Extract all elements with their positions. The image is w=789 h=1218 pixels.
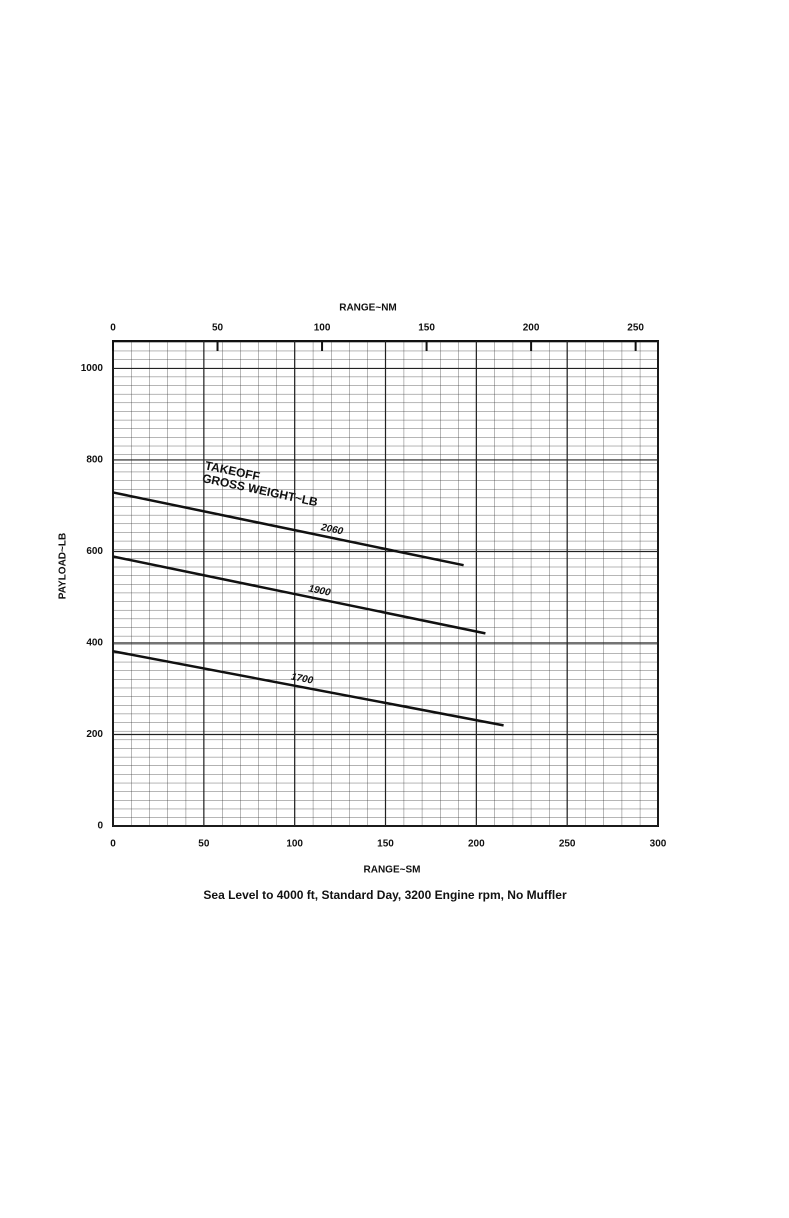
x-tick-label: 300	[650, 839, 667, 850]
x-tick-label: 50	[198, 839, 210, 850]
y-tick-label: 0	[97, 821, 103, 832]
line	[112, 555, 486, 635]
y-tick-label: 200	[86, 729, 103, 740]
y-tick-label: 800	[86, 455, 103, 466]
line	[112, 649, 504, 727]
x-tick-label: 0	[110, 839, 116, 850]
x2-tick-label: 200	[523, 323, 540, 334]
caption: Sea Level to 4000 ft, Standard Day, 3200…	[203, 888, 567, 902]
line-label: 2060	[319, 522, 344, 538]
y-tick-label: 400	[86, 638, 103, 649]
x2-tick-label: 150	[418, 323, 435, 334]
x-tick-label: 100	[286, 839, 303, 850]
x2-tick-label: 0	[110, 323, 116, 334]
x2-tick-label: 100	[314, 323, 331, 334]
x2-axis-label: RANGE~NM	[339, 303, 397, 314]
line-label: 1900	[307, 583, 331, 598]
x-tick-label: 200	[468, 839, 485, 850]
x2-tick-label: 50	[212, 323, 224, 334]
y-axis-label: PAYLOAD~LB	[58, 533, 69, 599]
x-tick-label: 250	[559, 839, 576, 850]
x-tick-label: 150	[377, 839, 394, 850]
x2-tick-label: 250	[627, 323, 644, 334]
line	[112, 491, 464, 567]
y-tick-label: 600	[86, 546, 103, 557]
y-tick-label: 1000	[81, 363, 104, 374]
line-label: 1700	[290, 672, 314, 687]
x-axis-label: RANGE~SM	[364, 865, 421, 876]
